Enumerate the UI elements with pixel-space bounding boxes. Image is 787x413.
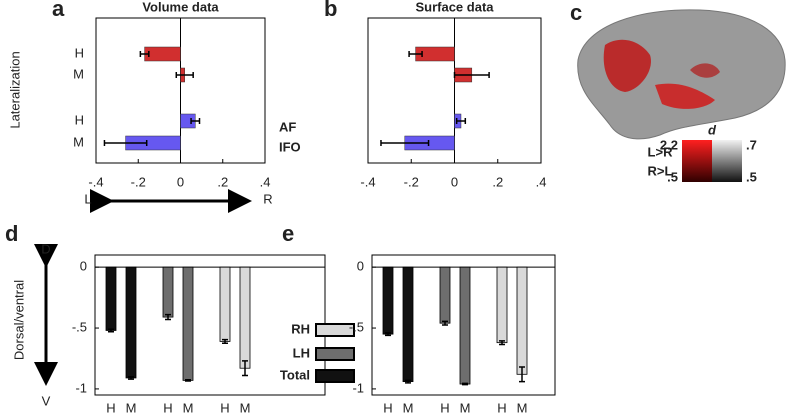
error-bar (519, 366, 525, 383)
colorbar-label: 2.2 (660, 137, 678, 152)
error-bar (408, 51, 423, 57)
error-bar (103, 140, 148, 146)
colorbar-rl (712, 140, 742, 182)
brain-image (577, 9, 786, 140)
error-bar (108, 328, 114, 333)
annotation: L (84, 191, 91, 206)
bar (219, 266, 231, 342)
x-tick-label: M (126, 400, 137, 413)
error-bar (380, 140, 430, 146)
y-tick-label: H (75, 112, 84, 127)
y-tick-label: 0 (80, 259, 87, 274)
y-tick-label: M (73, 66, 84, 81)
error-bar (175, 72, 194, 78)
panel-label: e (282, 221, 294, 246)
error-bar (165, 313, 171, 321)
legend-swatch (315, 347, 355, 361)
x-tick-label: H (163, 400, 172, 413)
error-bar (499, 340, 505, 346)
panel-label: c (570, 0, 582, 25)
x-tick-label: 0 (177, 174, 184, 189)
x-tick-label: 0 (451, 174, 458, 189)
y-tick-label: -1 (352, 380, 364, 395)
colorbar-label: .7 (746, 137, 757, 152)
panel-label: b (324, 0, 337, 21)
x-tick-label: .2 (217, 174, 228, 189)
colorbar-label: .5 (667, 169, 678, 184)
bar (239, 266, 251, 369)
error-bar (405, 379, 411, 384)
legend-label: LH (293, 345, 310, 360)
legend-swatch (315, 369, 355, 383)
bar (516, 266, 528, 375)
x-tick-label: -.2 (131, 174, 146, 189)
chart-title: Volume data (142, 0, 219, 14)
error-bar (242, 360, 248, 377)
legend-label: R>L (648, 163, 673, 178)
legend-label: IFO (279, 139, 301, 154)
x-tick-label: M (240, 400, 251, 413)
legend-swatch (315, 323, 355, 337)
y-tick-label: -.5 (349, 319, 364, 334)
y-tick-label: -.5 (72, 319, 87, 334)
legend-label: L>R (648, 144, 674, 159)
x-tick-label: H (440, 400, 449, 413)
error-bar (190, 118, 201, 124)
x-tick-label: H (220, 400, 229, 413)
error-bar (185, 379, 191, 382)
y-tick-label: 0 (357, 259, 364, 274)
bar (162, 266, 174, 318)
error-bar (453, 72, 490, 78)
error-bar (442, 320, 448, 326)
legend-label: RH (291, 321, 310, 336)
error-bar (455, 118, 467, 124)
x-tick-label: .4 (536, 174, 547, 189)
plot-frame (371, 254, 556, 396)
bar (439, 266, 451, 324)
x-tick-label: M (517, 400, 528, 413)
x-tick-label: -.2 (404, 174, 419, 189)
legend-label: Total (280, 367, 310, 382)
y-tick-label: H (75, 45, 84, 60)
bar (125, 266, 137, 379)
error-bar (222, 338, 228, 345)
y-tick-label: -1 (75, 380, 87, 395)
colorbar-label: .5 (746, 169, 757, 184)
x-tick-label: M (403, 400, 414, 413)
x-tick-label: .2 (492, 174, 503, 189)
error-bar (128, 375, 134, 380)
bar (144, 46, 181, 62)
bar (382, 266, 394, 335)
panel-label: a (52, 0, 65, 21)
x-tick-label: -.4 (88, 174, 103, 189)
panel-label: d (5, 221, 18, 246)
error-bar (385, 332, 391, 337)
bar (105, 266, 117, 331)
error-bar (139, 51, 150, 57)
y-tick-label: M (73, 134, 84, 149)
error-bar (462, 382, 468, 386)
annotation: R (263, 191, 272, 206)
x-tick-label: H (106, 400, 115, 413)
annotation: D (41, 241, 50, 256)
x-tick-label: -.4 (360, 174, 375, 189)
x-tick-label: M (183, 400, 194, 413)
y-axis-label: Dorsal/ventral (11, 280, 26, 360)
x-tick-label: H (383, 400, 392, 413)
y-axis-label: Lateralization (7, 51, 22, 128)
x-tick-label: H (497, 400, 506, 413)
bar (402, 266, 414, 383)
annotation: V (42, 393, 51, 408)
colorbar-lr (682, 140, 712, 182)
bar (496, 266, 508, 344)
x-tick-label: .4 (260, 174, 271, 189)
bar (459, 266, 471, 385)
colorbar-title: d (708, 122, 717, 137)
chart-title: Surface data (415, 0, 494, 14)
bar (182, 266, 194, 381)
x-tick-label: M (460, 400, 471, 413)
legend-label: AF (279, 119, 296, 134)
